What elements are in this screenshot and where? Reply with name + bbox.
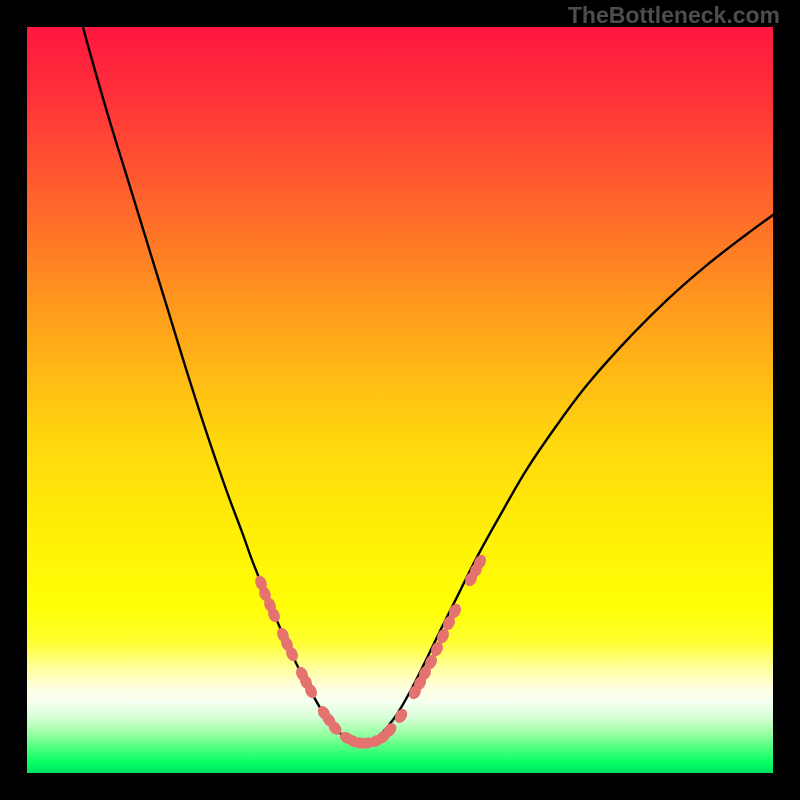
marker-cluster-left	[253, 574, 375, 750]
curve-svg	[27, 27, 773, 773]
marker-cluster-right	[367, 553, 489, 750]
chart-frame: TheBottleneck.com	[0, 0, 800, 800]
bottleneck-curve	[78, 27, 773, 743]
watermark-text: TheBottleneck.com	[568, 2, 780, 29]
plot-area	[27, 27, 773, 773]
